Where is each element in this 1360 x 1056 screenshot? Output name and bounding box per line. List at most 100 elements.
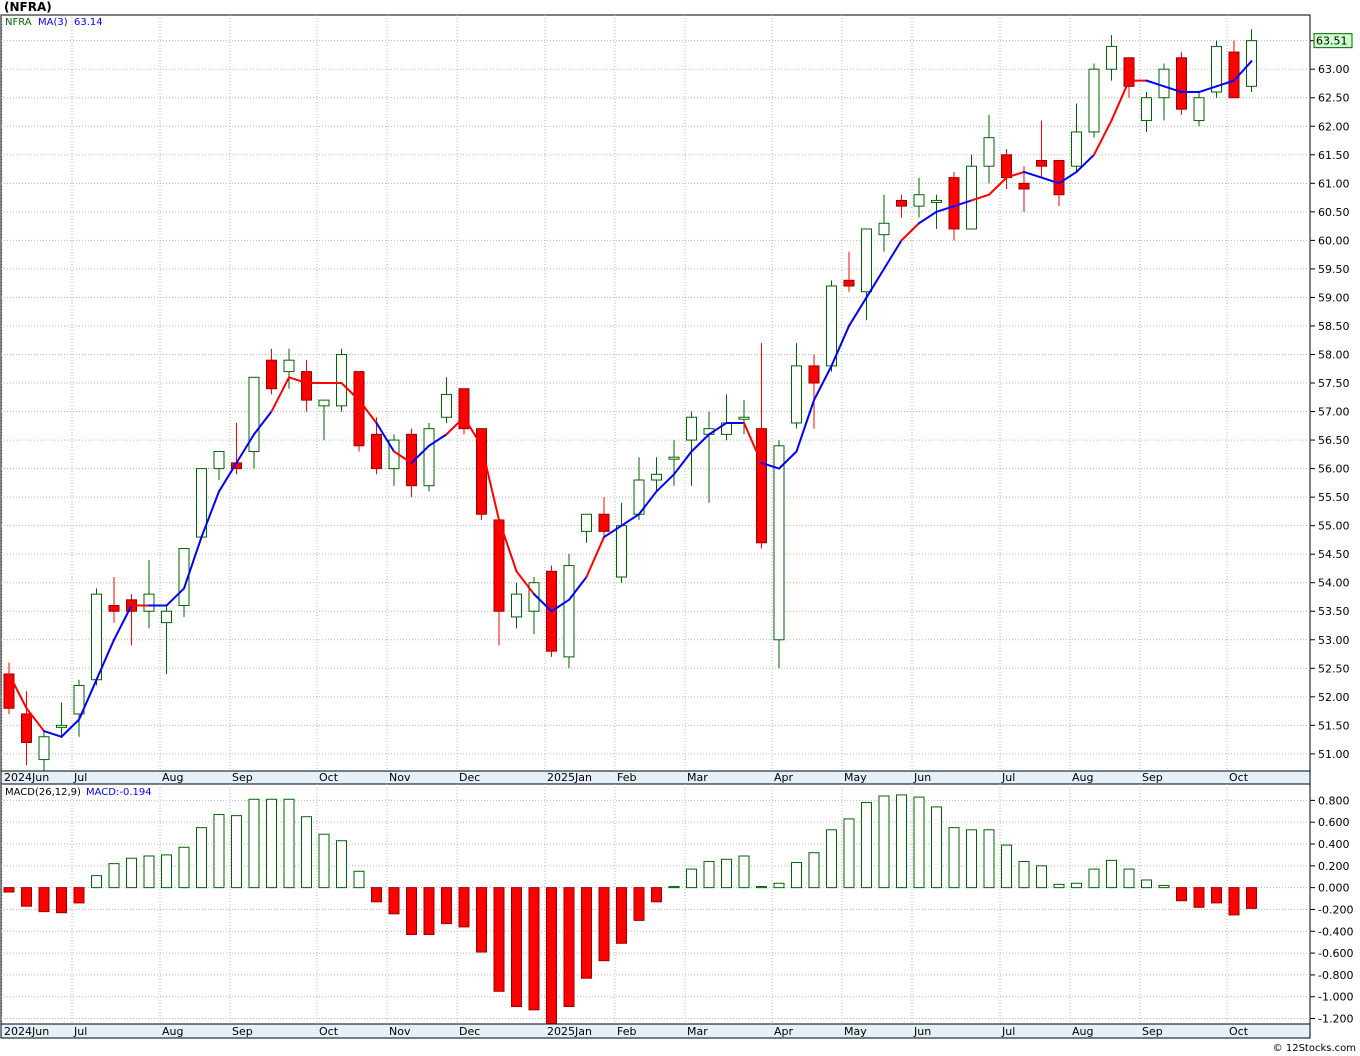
price-tick-label: 54.00 xyxy=(1318,577,1350,590)
macd-tick-label: -0.800 xyxy=(1318,969,1353,982)
ma-segment xyxy=(760,461,780,470)
candle xyxy=(318,399,330,441)
x-tick-label: Jun xyxy=(913,771,931,784)
candle xyxy=(301,360,312,412)
ma-segment xyxy=(900,222,920,242)
candle-body xyxy=(248,376,260,452)
price-tick-label: 63.00 xyxy=(1318,63,1350,76)
candle-body xyxy=(476,428,487,515)
x-tick-label: Sep xyxy=(1142,1025,1163,1038)
macd-bar xyxy=(56,887,67,914)
candle xyxy=(563,554,575,669)
candle-body xyxy=(161,610,172,624)
macd-bar xyxy=(546,887,557,1025)
ma-segment xyxy=(935,205,955,213)
price-x-axis: 2024Jun Jul Aug Sep Oct Nov Dec 2025Jan Feb Mar Ap… xyxy=(0,770,1311,785)
macd-bar xyxy=(38,887,50,913)
symbol-title: (NFRA) xyxy=(4,0,52,14)
price-tick-label: 61.50 xyxy=(1318,149,1350,162)
macd-bar xyxy=(808,852,820,889)
candle xyxy=(161,605,172,675)
ma-segment xyxy=(533,593,553,613)
candle-body xyxy=(441,393,452,418)
macd-bar xyxy=(108,863,120,889)
macd-bar xyxy=(703,860,715,889)
macd-bar xyxy=(1246,887,1257,909)
candle xyxy=(651,457,662,492)
ma-segment xyxy=(1005,170,1025,179)
ma-segment xyxy=(585,536,605,579)
macd-bar xyxy=(1158,884,1170,889)
price-tick-label: 58.50 xyxy=(1318,320,1350,333)
candle xyxy=(73,679,85,737)
price-panel: 51.00 51.50 52.00 52.50 53.00 53.50 54.00 54.50… xyxy=(0,14,1353,772)
candle-body xyxy=(983,137,995,167)
candle xyxy=(143,559,155,629)
price-tick-label: 62.00 xyxy=(1318,120,1350,133)
x-tick-label: Jul xyxy=(1001,1025,1015,1038)
price-tick-label: 60.00 xyxy=(1318,234,1350,247)
ma-segment xyxy=(1145,79,1165,88)
candle xyxy=(1071,103,1082,172)
ma-segment xyxy=(165,587,185,607)
candle xyxy=(738,400,750,435)
candle xyxy=(686,411,697,486)
price-tick-label: 52.00 xyxy=(1318,691,1350,704)
candle xyxy=(353,371,365,452)
macd-bar xyxy=(756,886,767,889)
legend-symbol: NFRA xyxy=(5,17,32,28)
ma-segment xyxy=(988,176,1008,196)
candle-body xyxy=(598,513,610,532)
macd-bar xyxy=(773,882,785,889)
candle-body xyxy=(756,428,767,544)
x-tick-label: Apr xyxy=(774,1025,794,1038)
last-price-box xyxy=(1313,33,1353,49)
candle-body xyxy=(651,473,662,481)
macd-bar xyxy=(126,857,137,889)
candle-body xyxy=(1001,154,1012,179)
candle xyxy=(983,114,995,184)
x-tick-label: Sep xyxy=(232,1025,253,1038)
price-grid xyxy=(1,15,1310,771)
candle-body xyxy=(966,165,977,230)
candles xyxy=(3,29,1257,771)
macd-tick-label: -0.400 xyxy=(1318,925,1353,938)
candle xyxy=(808,354,820,429)
macd-bar xyxy=(336,840,347,889)
ma-segment xyxy=(848,296,868,327)
macd-bar xyxy=(388,887,400,915)
macd-legend: MACD(26,12,9) MACD:-0.194 xyxy=(5,787,152,798)
candle xyxy=(56,702,67,737)
price-tick-label: 54.50 xyxy=(1318,548,1350,561)
candle xyxy=(1018,166,1030,212)
macd-bar xyxy=(511,887,522,1008)
candle xyxy=(756,343,767,549)
candle xyxy=(528,577,540,635)
ma-segment xyxy=(830,324,850,367)
price-tick-label: 57.00 xyxy=(1318,406,1350,419)
price-tick-label: 53.00 xyxy=(1318,634,1350,647)
x-tick-label: Aug xyxy=(162,771,183,784)
candle-body xyxy=(318,399,330,407)
macd-bar xyxy=(1018,860,1030,889)
ma-segment xyxy=(375,421,395,453)
x-tick-label: Aug xyxy=(1072,1025,1093,1038)
macd-bar xyxy=(441,887,452,925)
macd-bar xyxy=(1036,865,1047,889)
ma-segment xyxy=(410,444,430,464)
price-tick-label: 56.00 xyxy=(1318,463,1350,476)
ma-segment xyxy=(200,490,220,539)
candle xyxy=(511,582,522,629)
candle-body xyxy=(528,582,540,612)
macd-tick-label: 0.600 xyxy=(1318,816,1350,829)
candle xyxy=(896,194,907,218)
macd-bar xyxy=(528,887,540,1011)
candle-body xyxy=(791,365,802,424)
candle-body xyxy=(686,416,697,441)
ma-segment xyxy=(60,718,80,738)
price-x-axis-band xyxy=(0,770,1311,785)
ma-segment xyxy=(550,598,570,613)
ma-segment xyxy=(1110,79,1130,122)
ma-segment xyxy=(1163,85,1183,94)
candle-body xyxy=(808,365,820,384)
